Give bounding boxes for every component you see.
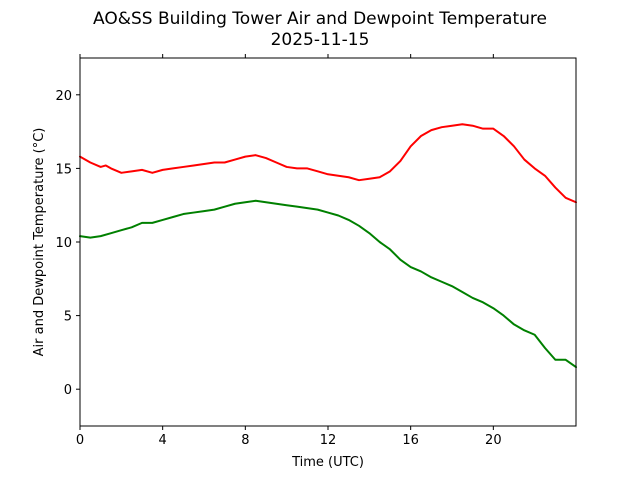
x-axis: 0 4 8 12 16 20 bbox=[76, 54, 502, 448]
x-tick-label: 4 bbox=[159, 433, 167, 448]
series-line-dewpoint-temperature bbox=[79, 199, 577, 369]
chart-title: AO&SS Building Tower Air and Dewpoint Te… bbox=[93, 9, 547, 29]
series-group bbox=[79, 123, 577, 369]
x-tick-label: 20 bbox=[485, 433, 502, 448]
x-tick-label: 0 bbox=[76, 433, 84, 448]
x-axis-label: Time (UTC) bbox=[291, 455, 364, 470]
y-axis-label: Air and Dewpoint Temperature (°C) bbox=[32, 128, 47, 357]
x-tick-label: 8 bbox=[241, 433, 249, 448]
y-tick-label: 0 bbox=[64, 383, 72, 398]
y-axis: 0 5 10 15 20 bbox=[55, 89, 80, 398]
plot-frame bbox=[79, 57, 577, 427]
y-tick-label: 15 bbox=[55, 162, 72, 177]
y-tick-label: 20 bbox=[55, 89, 72, 104]
y-tick-label: 10 bbox=[55, 236, 72, 251]
plot-border bbox=[79, 57, 577, 427]
series-line-air-temperature bbox=[79, 123, 577, 204]
title-group: AO&SS Building Tower Air and Dewpoint Te… bbox=[93, 9, 547, 50]
y-tick-label: 5 bbox=[64, 310, 72, 325]
x-tick-label: 12 bbox=[320, 433, 337, 448]
x-tick-label: 16 bbox=[402, 433, 419, 448]
chart-subtitle: 2025-11-15 bbox=[271, 30, 370, 50]
